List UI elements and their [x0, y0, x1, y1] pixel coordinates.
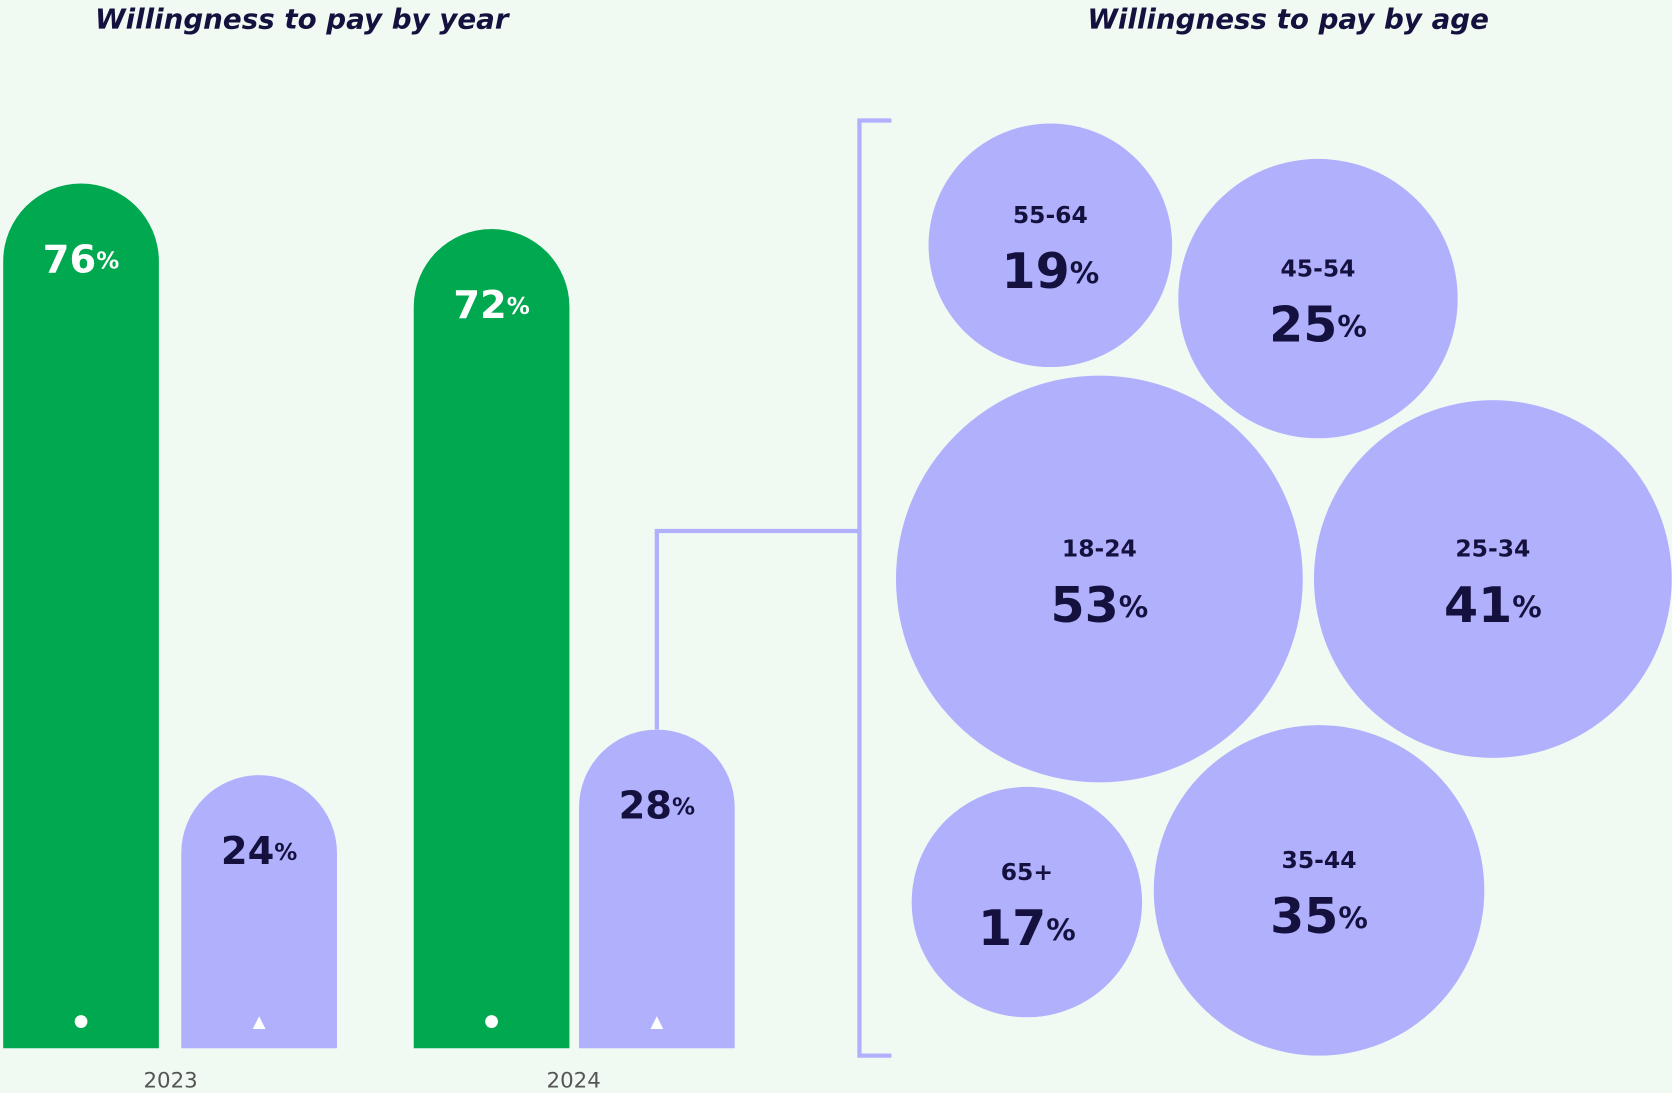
category-label: 35-44: [1282, 846, 1357, 874]
value-label: 41%: [1444, 575, 1542, 633]
category-label: 18-24: [1062, 535, 1137, 563]
legend-marker: [485, 1015, 498, 1028]
legend-marker: [74, 1015, 88, 1028]
value-label: 76%: [43, 237, 119, 282]
bubble: [1178, 158, 1458, 439]
bubble: [911, 786, 1143, 1018]
value-label: 24%: [221, 828, 297, 873]
value-label: 53%: [1051, 575, 1149, 633]
bar: [413, 229, 570, 1049]
legend-marker: [252, 1016, 266, 1030]
bubble: [1153, 725, 1485, 1056]
value-label: 28%: [619, 783, 695, 828]
value-label: 72%: [453, 282, 529, 327]
value-label: 35%: [1270, 887, 1368, 945]
category-label: 55-64: [1013, 201, 1088, 229]
bubble: [1313, 400, 1672, 758]
x-tick-label: 2024: [547, 1068, 601, 1093]
legend-marker: [650, 1016, 664, 1030]
chart-title: Willingness to pay by age: [1087, 2, 1489, 35]
bracket-connector: [654, 118, 892, 1058]
category-label: 45-54: [1280, 254, 1355, 282]
chart-title: Willingness to pay by year: [95, 2, 511, 35]
bar: [181, 775, 337, 1049]
value-label: 25%: [1269, 295, 1367, 353]
bubble: [928, 123, 1173, 368]
value-label: 19%: [1001, 242, 1099, 300]
category-label: 25-34: [1455, 535, 1530, 563]
value-label: 17%: [978, 898, 1076, 956]
bar: [579, 729, 735, 1049]
bar: [3, 183, 159, 1049]
x-tick-label: 2023: [143, 1068, 197, 1093]
category-label: 65+: [1001, 858, 1053, 886]
bubble: [895, 375, 1303, 783]
